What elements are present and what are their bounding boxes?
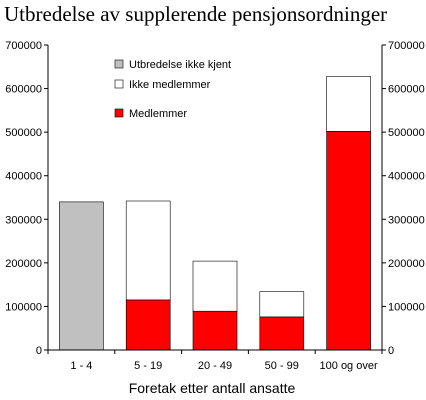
legend-swatch-0 xyxy=(114,59,124,69)
bar-ikke-medlemmer-4 xyxy=(326,76,371,132)
x-tick-label: 1 - 4 xyxy=(70,360,92,372)
x-axis-label: Foretak etter antall ansatte xyxy=(129,380,296,396)
plot-area xyxy=(59,76,371,351)
y-tick-label-right: 700000 xyxy=(388,40,425,52)
y-tick-label-right: 200000 xyxy=(388,258,425,270)
bar-ikke-medlemmer-2 xyxy=(192,260,238,312)
axes: 0 0 100000 100000 200000 200000 300000 300000 40… xyxy=(5,40,424,372)
y-tick-label-left: 500000 xyxy=(5,127,42,139)
y-tick-label-right: 300000 xyxy=(388,214,425,226)
x-tick-label: 50 - 99 xyxy=(265,360,299,372)
y-tick-label-left: 600000 xyxy=(5,84,42,96)
y-tick-label-right: 0 xyxy=(388,345,394,357)
legend-label-2: Medlemmer xyxy=(129,108,187,120)
legend: Utbredelse ikke kjent Ikke medlemmer Medle… xyxy=(114,59,231,120)
y-tick-label-right: 600000 xyxy=(388,84,425,96)
y-tick-label-right: 100000 xyxy=(388,301,425,313)
y-tick-label-left: 700000 xyxy=(5,40,42,52)
y-tick-label-left: 200000 xyxy=(5,258,42,270)
bar-medlemmer-1 xyxy=(125,299,171,351)
x-tick-label: 5 - 19 xyxy=(134,360,162,372)
y-tick-label-left: 300000 xyxy=(5,214,42,226)
legend-swatch-2 xyxy=(114,108,124,118)
bar-utbredelse-ikke-kjent-0 xyxy=(59,201,104,351)
bar-ikke-medlemmer-3 xyxy=(259,291,305,318)
y-tick-label-right: 400000 xyxy=(388,171,425,183)
y-tick-label-right: 500000 xyxy=(388,127,425,139)
bar-medlemmer-2 xyxy=(192,310,238,351)
x-tick-label: 100 og over xyxy=(320,360,378,372)
bar-medlemmer-4 xyxy=(326,131,371,351)
legend-swatch-1 xyxy=(114,79,124,89)
bar-ikke-medlemmer-1 xyxy=(125,200,171,301)
chart-title: Utbredelse av supplerende pensjonsordnin… xyxy=(4,2,388,26)
x-tick-label: 20 - 49 xyxy=(198,360,232,372)
y-tick-label-left: 400000 xyxy=(5,171,42,183)
legend-label-0: Utbredelse ikke kjent xyxy=(129,59,231,71)
y-tick-label-left: 0 xyxy=(36,345,42,357)
bar-medlemmer-3 xyxy=(259,316,305,351)
legend-label-1: Ikke medlemmer xyxy=(129,79,211,91)
y-tick-label-left: 100000 xyxy=(5,301,42,313)
